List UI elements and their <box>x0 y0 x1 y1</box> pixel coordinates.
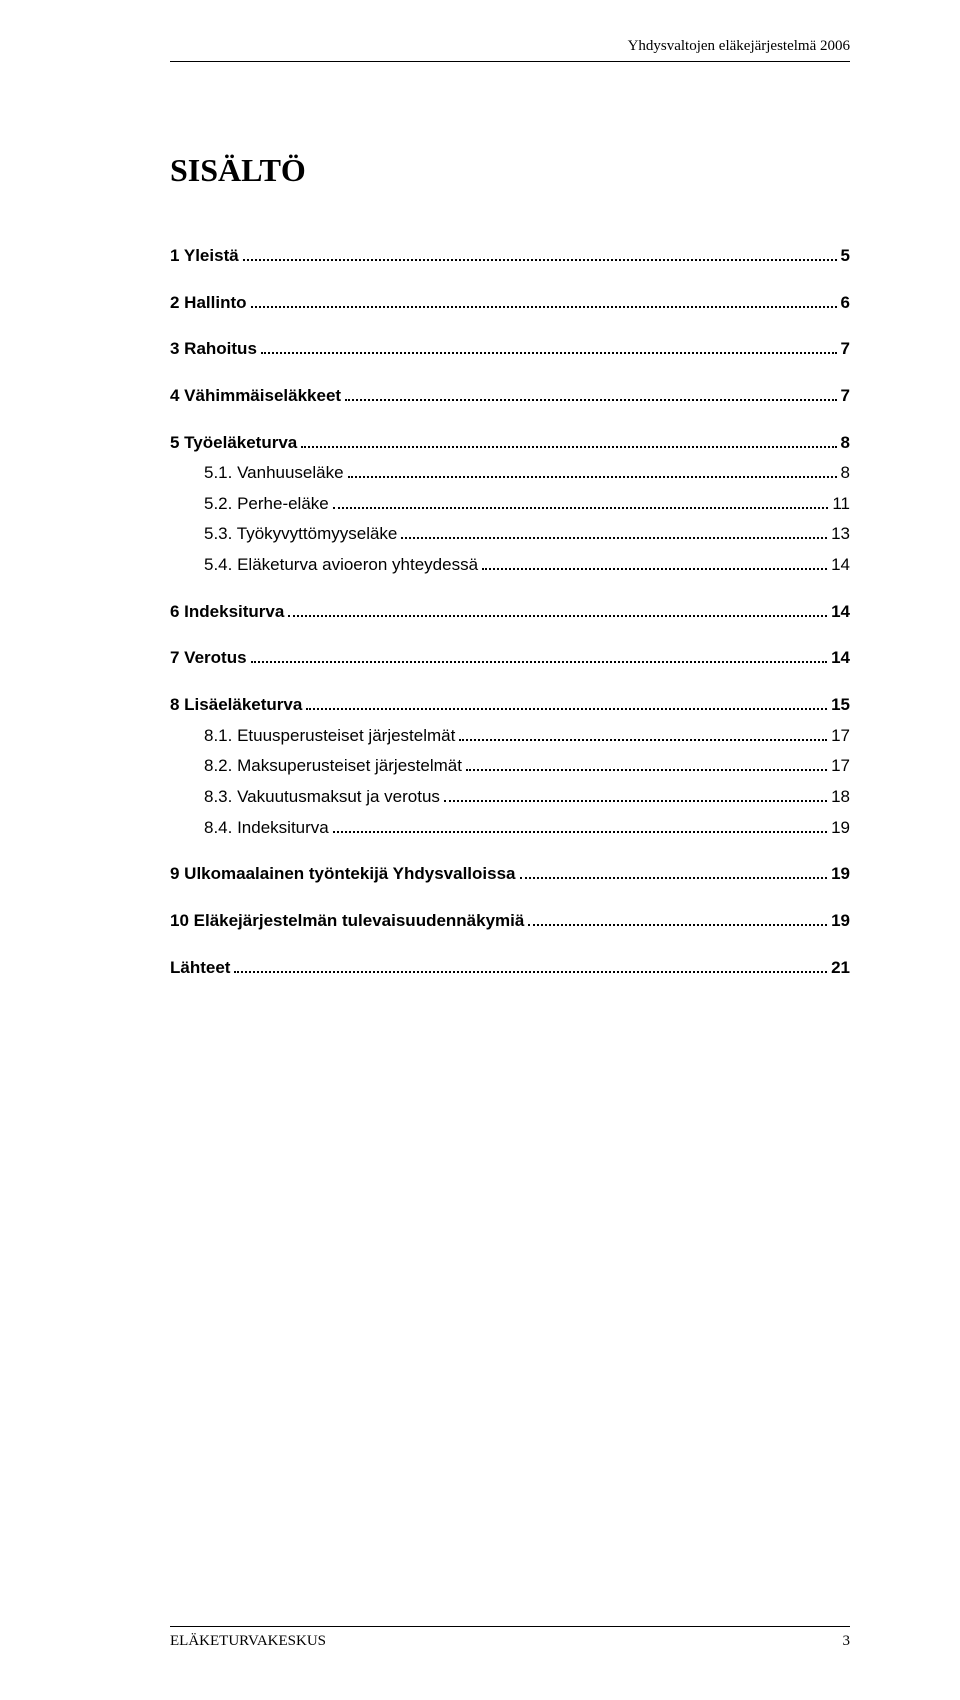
toc-entry: 5.2. Perhe-eläke 11 <box>170 492 850 517</box>
page: Yhdysvaltojen eläkejärjestelmä 2006 SISÄ… <box>0 0 960 1700</box>
toc-entry: 1 Yleistä 5 <box>170 244 850 269</box>
table-of-contents: 1 Yleistä52 Hallinto63 Rahoitus74 Vähimm… <box>170 244 850 980</box>
toc-label: 4 Vähimmäiseläkkeet <box>170 384 341 409</box>
toc-leader-dots <box>444 788 827 802</box>
toc-entry: 5.4. Eläketurva avioeron yhteydessä 14 <box>170 553 850 578</box>
toc-label: 7 Verotus <box>170 646 247 671</box>
toc-entry: 2 Hallinto 6 <box>170 291 850 316</box>
toc-label: 5 Työeläketurva <box>170 431 297 456</box>
toc-page-number: 14 <box>831 600 850 625</box>
toc-leader-dots <box>345 387 836 401</box>
toc-label: 8.1. Etuusperusteiset järjestelmät <box>204 724 455 749</box>
page-title: SISÄLTÖ <box>170 152 850 189</box>
toc-label: 10 Eläkejärjestelmän tulevaisuudennäkymi… <box>170 909 524 934</box>
toc-page-number: 17 <box>831 724 850 749</box>
toc-leader-dots <box>520 866 828 880</box>
toc-entry: 7 Verotus 14 <box>170 646 850 671</box>
toc-label: 5.1. Vanhuuseläke <box>204 461 344 486</box>
toc-page-number: 5 <box>841 244 850 269</box>
toc-entry: Lähteet 21 <box>170 956 850 981</box>
footer-rule <box>170 1626 850 1627</box>
toc-label: 8 Lisäeläketurva <box>170 693 302 718</box>
toc-leader-dots <box>288 603 827 617</box>
toc-entry: 5.1. Vanhuuseläke 8 <box>170 461 850 486</box>
toc-leader-dots <box>528 912 827 926</box>
toc-leader-dots <box>466 758 827 772</box>
toc-page-number: 14 <box>831 553 850 578</box>
toc-entry: 6 Indeksiturva 14 <box>170 600 850 625</box>
toc-leader-dots <box>251 650 828 664</box>
toc-page-number: 15 <box>831 693 850 718</box>
page-footer: ELÄKETURVAKESKUS 3 <box>170 1626 850 1650</box>
toc-label: 6 Indeksiturva <box>170 600 284 625</box>
toc-page-number: 7 <box>841 384 850 409</box>
toc-leader-dots <box>234 959 827 973</box>
toc-entry: 5 Työeläketurva 8 <box>170 431 850 456</box>
toc-entry: 8.2. Maksuperusteiset järjestelmät 17 <box>170 754 850 779</box>
toc-leader-dots <box>306 696 827 710</box>
toc-entry: 8.3. Vakuutusmaksut ja verotus 18 <box>170 785 850 810</box>
toc-entry: 3 Rahoitus 7 <box>170 337 850 362</box>
toc-leader-dots <box>401 526 827 540</box>
toc-page-number: 6 <box>841 291 850 316</box>
toc-page-number: 19 <box>831 816 850 841</box>
toc-page-number: 18 <box>831 785 850 810</box>
toc-page-number: 7 <box>841 337 850 362</box>
toc-page-number: 8 <box>841 461 850 486</box>
toc-page-number: 14 <box>831 646 850 671</box>
header-rule <box>170 61 850 62</box>
toc-entry: 9 Ulkomaalainen työntekijä Yhdysvalloiss… <box>170 862 850 887</box>
toc-page-number: 17 <box>831 754 850 779</box>
toc-page-number: 19 <box>831 862 850 887</box>
toc-entry: 4 Vähimmäiseläkkeet 7 <box>170 384 850 409</box>
toc-label: 1 Yleistä <box>170 244 239 269</box>
toc-page-number: 21 <box>831 956 850 981</box>
toc-label: 5.4. Eläketurva avioeron yhteydessä <box>204 553 478 578</box>
toc-label: 2 Hallinto <box>170 291 247 316</box>
toc-entry: 10 Eläkejärjestelmän tulevaisuudennäkymi… <box>170 909 850 934</box>
toc-leader-dots <box>333 495 829 509</box>
toc-label: 3 Rahoitus <box>170 337 257 362</box>
toc-page-number: 13 <box>831 522 850 547</box>
toc-leader-dots <box>482 557 827 571</box>
toc-label: 9 Ulkomaalainen työntekijä Yhdysvalloiss… <box>170 862 516 887</box>
toc-page-number: 11 <box>832 492 850 517</box>
running-header: Yhdysvaltojen eläkejärjestelmä 2006 <box>170 38 850 55</box>
toc-leader-dots <box>459 727 827 741</box>
toc-entry: 5.3. Työkyvyttömyyseläke 13 <box>170 522 850 547</box>
toc-entry: 8.4. Indeksiturva 19 <box>170 816 850 841</box>
footer-page-number: 3 <box>843 1633 851 1650</box>
toc-leader-dots <box>251 294 837 308</box>
toc-entry: 8.1. Etuusperusteiset järjestelmät 17 <box>170 724 850 749</box>
toc-label: 8.2. Maksuperusteiset järjestelmät <box>204 754 462 779</box>
footer-publisher: ELÄKETURVAKESKUS <box>170 1633 326 1650</box>
toc-leader-dots <box>261 341 837 355</box>
toc-leader-dots <box>243 247 837 261</box>
toc-leader-dots <box>348 465 837 479</box>
toc-page-number: 8 <box>841 431 850 456</box>
toc-leader-dots <box>333 819 827 833</box>
toc-leader-dots <box>301 434 836 448</box>
toc-page-number: 19 <box>831 909 850 934</box>
toc-label: 5.2. Perhe-eläke <box>204 492 329 517</box>
footer-row: ELÄKETURVAKESKUS 3 <box>170 1633 850 1650</box>
toc-entry: 8 Lisäeläketurva 15 <box>170 693 850 718</box>
toc-label: 5.3. Työkyvyttömyyseläke <box>204 522 397 547</box>
toc-label: 8.4. Indeksiturva <box>204 816 329 841</box>
toc-label: 8.3. Vakuutusmaksut ja verotus <box>204 785 440 810</box>
toc-label: Lähteet <box>170 956 230 981</box>
